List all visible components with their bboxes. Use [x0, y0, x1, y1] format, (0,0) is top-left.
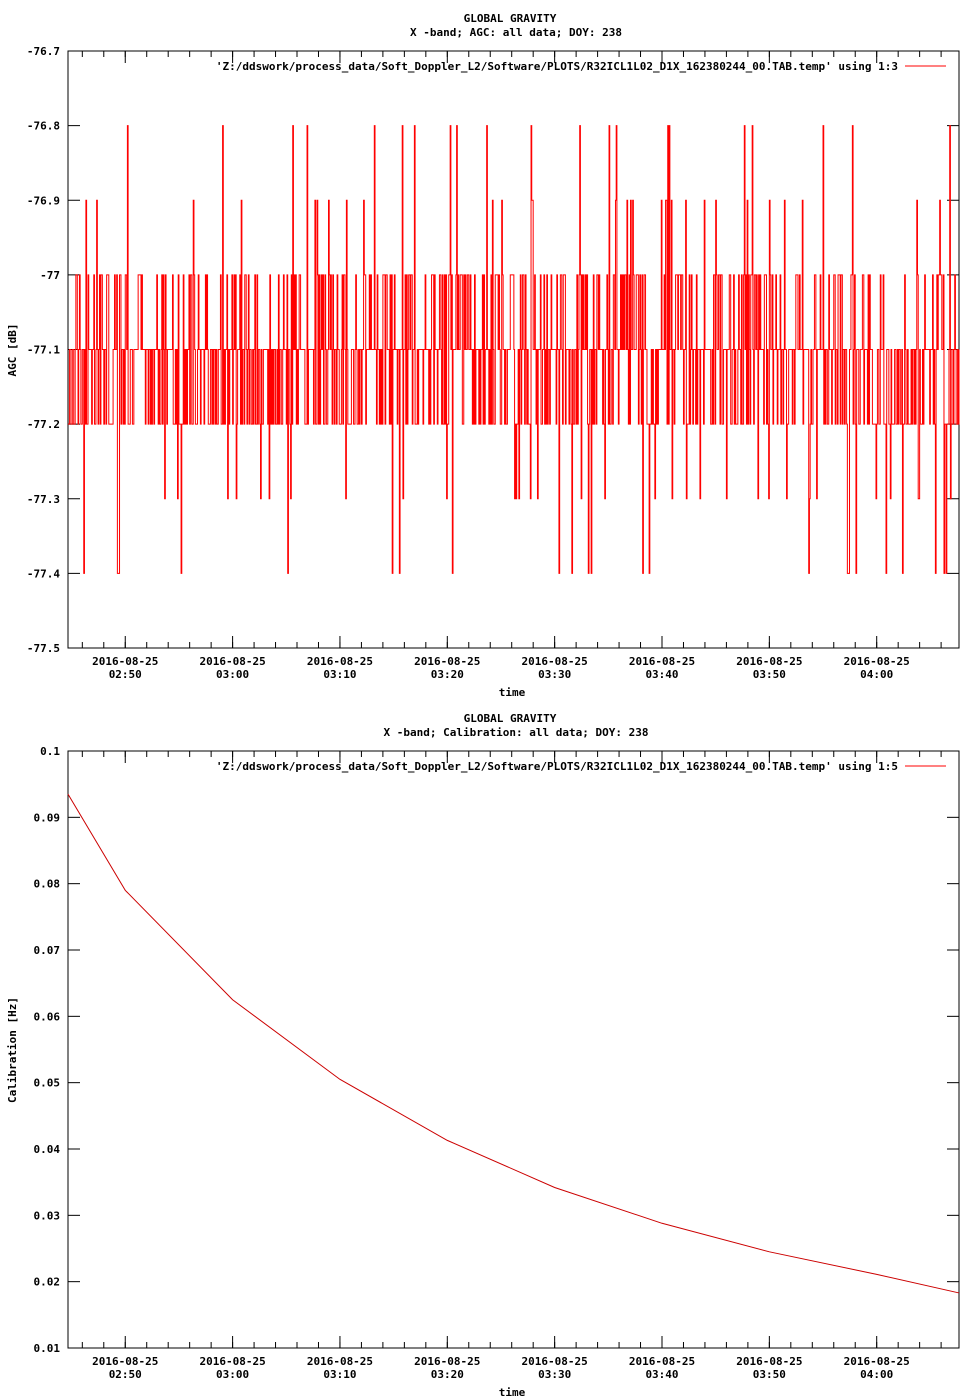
agc-series-line: [68, 125, 960, 574]
agc-y-ticks: -76.7 -76.8 -76.9 -77 -77.1 -77.2 -77.3 -77.4 -7…: [27, 45, 959, 655]
calibration-x-tick-time: 03:10: [323, 1368, 356, 1381]
agc-x-tick-date: 2016-08-25: [414, 655, 480, 668]
agc-y-axis-label: AGC [dB]: [6, 324, 19, 377]
agc-chart-title: GLOBAL GRAVITY: [464, 12, 557, 25]
calibration-y-tick-label: 0.07: [34, 944, 61, 957]
agc-chart-subtitle: X -band; AGC: all data; DOY: 238: [410, 26, 622, 39]
calibration-x-tick-time: 03:30: [538, 1368, 571, 1381]
calibration-y-tick-label: 0.04: [34, 1143, 61, 1156]
calibration-x-tick-date: 2016-08-25: [199, 1355, 265, 1368]
calibration-y-axis-label: Calibration [Hz]: [6, 997, 19, 1103]
calibration-x-tick-time: 03:20: [431, 1368, 464, 1381]
agc-x-ticks: 2016-08-2502:502016-08-2503:002016-08-25…: [81, 51, 942, 681]
calibration-y-tick-label: 0.03: [34, 1209, 61, 1222]
calibration-x-tick-date: 2016-08-25: [414, 1355, 480, 1368]
calibration-y-tick-label: 0.09: [34, 811, 61, 824]
agc-x-tick-time: 03:30: [538, 668, 571, 681]
calibration-x-tick-time: 02:50: [109, 1368, 142, 1381]
agc-x-tick-date: 2016-08-25: [307, 655, 373, 668]
calibration-legend-label: 'Z:/ddswork/process_data/Soft_Doppler_L2…: [216, 760, 898, 773]
agc-x-tick-time: 03:20: [431, 668, 464, 681]
calibration-y-ticks: 0.1 0.09 0.08 0.07 0.06 0.05 0.04 0.03 0.02 0.01: [34, 745, 959, 1355]
calibration-x-tick-time: 03:00: [216, 1368, 249, 1381]
calibration-chart: GLOBAL GRAVITY X -band; Calibration: all…: [6, 712, 960, 1399]
agc-y-tick-label: -77: [40, 269, 60, 282]
calibration-y-tick-label: 0.02: [34, 1276, 61, 1289]
agc-x-tick-date: 2016-08-25: [844, 655, 910, 668]
agc-y-tick-label: -77.3: [27, 493, 60, 506]
calibration-x-tick-time: 03:40: [645, 1368, 678, 1381]
calibration-x-ticks: 2016-08-2502:502016-08-2503:002016-08-25…: [81, 751, 942, 1381]
agc-x-tick-date: 2016-08-25: [522, 655, 588, 668]
agc-x-tick-time: 04:00: [860, 668, 893, 681]
calibration-y-tick-label: 0.1: [40, 745, 60, 758]
calibration-y-tick-label: 0.05: [34, 1077, 61, 1090]
agc-x-tick-date: 2016-08-25: [629, 655, 695, 668]
calibration-x-tick-date: 2016-08-25: [844, 1355, 910, 1368]
agc-x-tick-date: 2016-08-25: [736, 655, 802, 668]
agc-y-tick-label: -77.2: [27, 418, 60, 431]
calibration-x-tick-date: 2016-08-25: [736, 1355, 802, 1368]
agc-x-tick-time: 03:00: [216, 668, 249, 681]
calibration-y-tick-label: 0.01: [34, 1342, 61, 1355]
agc-y-tick-label: -76.7: [27, 45, 60, 58]
agc-y-tick-label: -77.4: [27, 567, 60, 580]
calibration-x-tick-date: 2016-08-25: [522, 1355, 588, 1368]
calibration-series-line: [67, 793, 960, 1294]
calibration-plot-frame: [67, 750, 960, 1349]
agc-x-tick-time: 03:50: [753, 668, 786, 681]
calibration-chart-title: GLOBAL GRAVITY: [464, 712, 557, 725]
agc-x-axis-label: time: [499, 686, 526, 699]
calibration-y-tick-label: 0.06: [34, 1010, 61, 1023]
calibration-x-tick-time: 04:00: [860, 1368, 893, 1381]
agc-x-tick-time: 03:40: [645, 668, 678, 681]
agc-x-tick-date: 2016-08-25: [199, 655, 265, 668]
agc-x-tick-time: 02:50: [109, 668, 142, 681]
agc-x-tick-date: 2016-08-25: [92, 655, 158, 668]
agc-chart: GLOBAL GRAVITY X -band; AGC: all data; D…: [6, 12, 960, 699]
calibration-x-tick-date: 2016-08-25: [92, 1355, 158, 1368]
calibration-x-tick-date: 2016-08-25: [307, 1355, 373, 1368]
agc-y-tick-label: -76.8: [27, 120, 60, 133]
calibration-y-tick-label: 0.08: [34, 878, 61, 891]
agc-y-tick-label: -76.9: [27, 194, 60, 207]
calibration-x-tick-date: 2016-08-25: [629, 1355, 695, 1368]
agc-legend-label: 'Z:/ddswork/process_data/Soft_Doppler_L2…: [216, 60, 898, 73]
calibration-x-tick-time: 03:50: [753, 1368, 786, 1381]
agc-y-tick-label: -77.1: [27, 344, 60, 357]
agc-x-tick-time: 03:10: [323, 668, 356, 681]
calibration-x-axis-label: time: [499, 1386, 526, 1399]
calibration-chart-subtitle: X -band; Calibration: all data; DOY: 238: [384, 726, 649, 739]
agc-y-tick-label: -77.5: [27, 642, 60, 655]
